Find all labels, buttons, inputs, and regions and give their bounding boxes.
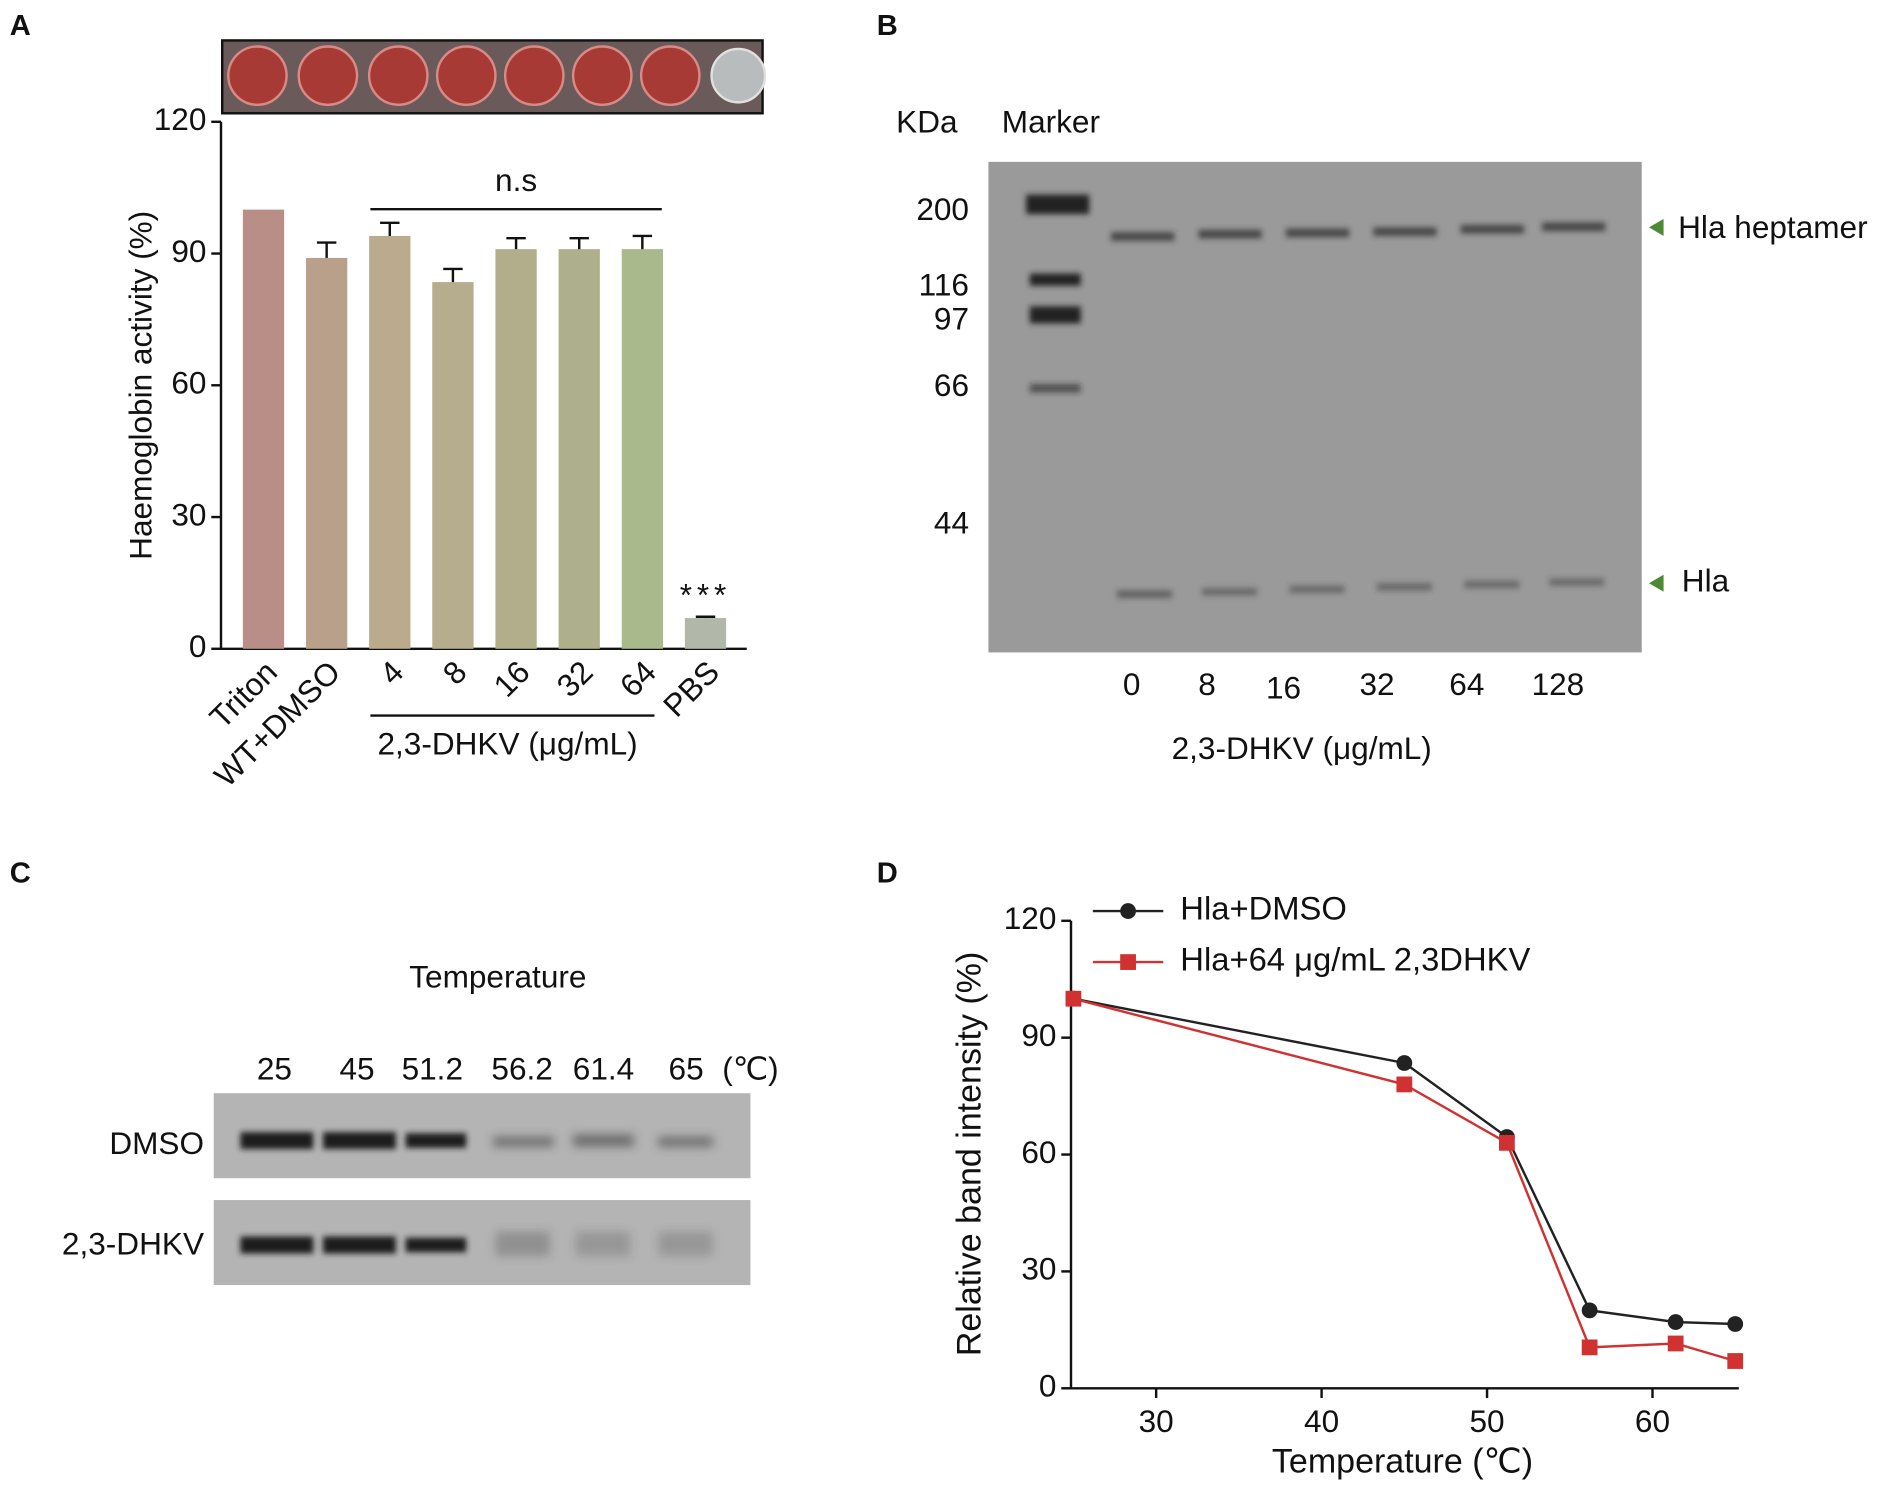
- bar: [495, 249, 537, 649]
- series-line: [1073, 997, 1736, 1363]
- legend-label: Hla+DMSO: [1180, 890, 1347, 927]
- x-tick-label: 60: [1635, 1403, 1670, 1439]
- lane-label: 64: [1449, 666, 1484, 702]
- y-tick-label: 30: [171, 496, 206, 532]
- y-axis-label: Relative band intensity (%): [950, 952, 988, 1356]
- x-tick-label: 8: [436, 654, 474, 692]
- group-label: 2,3-DHKV (μg/mL): [377, 725, 637, 761]
- x-tick-label: 4: [372, 654, 410, 692]
- panel-label: D: [877, 857, 898, 889]
- lane-label: 65: [669, 1051, 704, 1087]
- legend-marker: [1120, 954, 1136, 970]
- bar: [558, 249, 600, 649]
- size-label: 116: [919, 266, 969, 302]
- y-axis-label: Haemoglobin activity (%): [123, 211, 159, 560]
- size-label: 66: [934, 367, 969, 403]
- point: [1727, 1353, 1744, 1369]
- lane-label: 8: [1198, 666, 1216, 702]
- x-axis-label: Temperature (℃): [1272, 1443, 1533, 1481]
- lane-label: 56.2: [491, 1051, 552, 1087]
- annotation: ***: [680, 577, 731, 613]
- point: [1727, 1316, 1744, 1332]
- size-label: 44: [934, 504, 969, 540]
- x-tick-label: 50: [1469, 1403, 1504, 1439]
- y-tick-label: 60: [171, 365, 206, 401]
- panel-label: A: [10, 10, 31, 42]
- bar: [306, 257, 348, 649]
- gel-b: [988, 161, 1664, 653]
- gel-c: [213, 1093, 751, 1286]
- x-tick-label: 64: [613, 654, 663, 704]
- unit-label: KDa: [896, 104, 958, 140]
- y-tick-label: 30: [1021, 1251, 1056, 1287]
- x-tick-label: 40: [1304, 1403, 1339, 1439]
- lane-label: 16: [1266, 669, 1301, 705]
- gel-title: Temperature: [409, 958, 586, 994]
- point: [1065, 990, 1082, 1007]
- lane-label: 51.2: [402, 1051, 463, 1087]
- point: [1667, 1314, 1684, 1330]
- point: [1396, 1055, 1413, 1071]
- bar: [369, 235, 411, 649]
- lane-label: 128: [1532, 666, 1585, 702]
- lane-label: 32: [1359, 666, 1394, 702]
- y-tick-label: 120: [154, 101, 207, 137]
- lane-label: 25: [257, 1051, 292, 1087]
- bar: [432, 282, 474, 649]
- x-tick-label: 32: [549, 654, 599, 704]
- x-tick-label: 30: [1139, 1403, 1174, 1439]
- y-tick-label: 0: [189, 628, 207, 664]
- row-label: 2,3-DHKV: [62, 1226, 204, 1262]
- row-label: DMSO: [109, 1125, 204, 1161]
- panel-label: C: [10, 857, 31, 889]
- x-axis-label: 2,3-DHKV (μg/mL): [1172, 730, 1432, 766]
- y-tick-label: 0: [1039, 1368, 1057, 1404]
- legend-marker: [1120, 903, 1136, 919]
- point: [1581, 1302, 1598, 1319]
- bar: [684, 618, 727, 649]
- x-tick-label: 16: [486, 654, 536, 704]
- y-tick-label: 90: [171, 233, 206, 269]
- bar: [621, 249, 663, 649]
- size-label: 200: [916, 191, 969, 227]
- point: [1667, 1335, 1684, 1352]
- point: [1581, 1339, 1598, 1356]
- panel-label: B: [877, 10, 898, 42]
- point: [1499, 1134, 1515, 1151]
- y-tick-label: 120: [1004, 900, 1057, 936]
- annotation: n.s: [495, 162, 537, 198]
- size-label: 97: [934, 300, 969, 336]
- x-tick-label: PBS: [656, 654, 726, 724]
- marker-label: Marker: [1002, 104, 1100, 140]
- lane-label: 0: [1123, 666, 1141, 702]
- band-label: Hla heptamer: [1678, 209, 1867, 245]
- y-tick-label: 60: [1021, 1134, 1056, 1170]
- unit-label: (℃): [722, 1051, 778, 1087]
- plate-photo: [221, 39, 767, 115]
- bar: [242, 209, 285, 649]
- lane-label: 61.4: [573, 1051, 634, 1087]
- legend-label: Hla+64 μg/mL 2,3DHKV: [1180, 941, 1530, 978]
- band-label: Hla: [1682, 563, 1730, 599]
- point: [1396, 1076, 1413, 1093]
- lane-label: 45: [339, 1051, 374, 1087]
- y-tick-label: 90: [1021, 1017, 1056, 1053]
- series-line: [1073, 997, 1736, 1326]
